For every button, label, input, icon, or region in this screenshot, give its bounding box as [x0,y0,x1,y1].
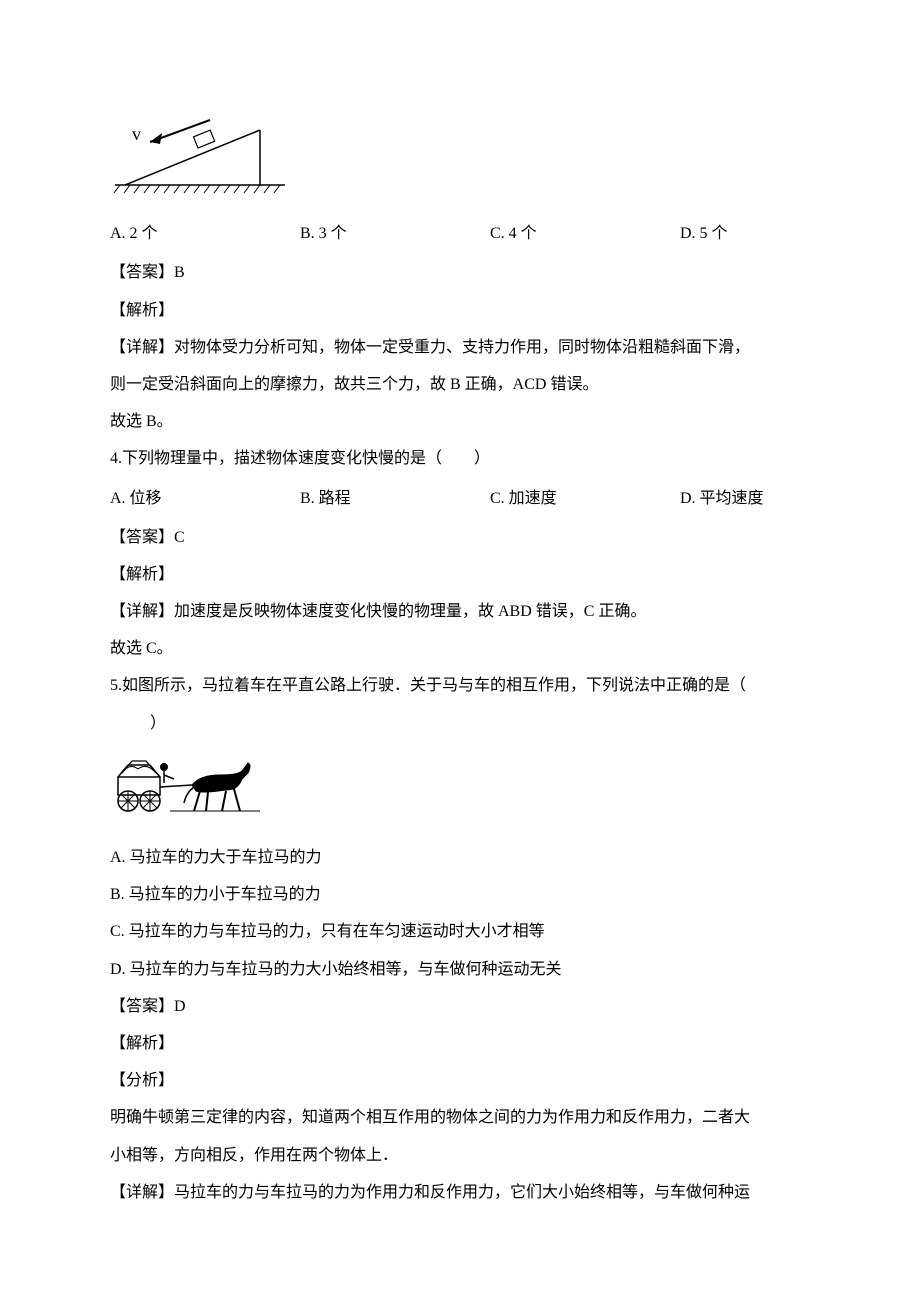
q3-option-d: D. 5 个 [680,216,810,251]
q3-detail-1: 【详解】对物体受力分析可知，物体一定受重力、支持力作用，同时物体沿粗糙斜面下滑， [110,330,810,365]
q4-options: A. 位移 B. 路程 C. 加速度 D. 平均速度 [110,481,810,516]
q4-analysis-label: 【解析】 [110,557,810,592]
q4-option-a: A. 位移 [110,481,300,516]
q3-conclusion: 故选 B。 [110,404,810,439]
q4-conclusion: 故选 C。 [110,631,810,666]
q5-option-b: B. 马拉车的力小于车拉马的力 [110,877,810,912]
q5-analysis-label: 【解析】 [110,1026,810,1061]
q3-option-c: C. 4 个 [490,216,680,251]
q5-option-c: C. 马拉车的力与车拉马的力，只有在车匀速运动时大小才相等 [110,914,810,949]
svg-text:v: v [132,124,141,144]
q4-detail: 【详解】加速度是反映物体速度变化快慢的物理量，故 ABD 错误，C 正确。 [110,594,810,629]
q4-answer: 【答案】C [110,520,810,555]
q5-fenxi-2: 小相等，方向相反，作用在两个物体上． [110,1138,810,1173]
q5-stem-2: ） [110,706,810,741]
q3-options: A. 2 个 B. 3 个 C. 4 个 D. 5 个 [110,216,810,251]
q5-stem-1: 5.如图所示，马拉着车在平直公路上行驶．关于马与车的相互作用，下列说法中正确的是… [110,668,810,703]
q3-analysis-label: 【解析】 [110,293,810,328]
q4-option-b: B. 路程 [300,481,490,516]
q4-stem: 4.下列物理量中，描述物体速度变化快慢的是（ ） [110,441,810,476]
q3-option-b: B. 3 个 [300,216,490,251]
q5-fenxi-1: 明确牛顿第三定律的内容，知道两个相互作用的物体之间的力为作用力和反作用力，二者大 [110,1100,810,1135]
q5-option-a: A. 马拉车的力大于车拉马的力 [110,840,810,875]
q5-diagram [110,749,810,832]
q5-fenxi-label: 【分析】 [110,1063,810,1098]
q5-option-d: D. 马拉车的力与车拉马的力大小始终相等，与车做何种运动无关 [110,952,810,987]
incline-plane-icon: v [110,100,290,195]
q5-detail: 【详解】马拉车的力与车拉马的力为作用力和反作用力，它们大小始终相等，与车做何种运 [110,1175,810,1210]
q3-answer: 【答案】B [110,255,810,290]
q4-option-c: C. 加速度 [490,481,680,516]
q4-option-d: D. 平均速度 [680,481,810,516]
q3-option-a: A. 2 个 [110,216,300,251]
q5-answer: 【答案】D [110,989,810,1024]
q3-diagram: v [110,100,810,208]
q3-detail-2: 则一定受沿斜面向上的摩擦力，故共三个力，故 B 正确，ACD 错误。 [110,367,810,402]
horse-cart-icon [110,749,270,819]
